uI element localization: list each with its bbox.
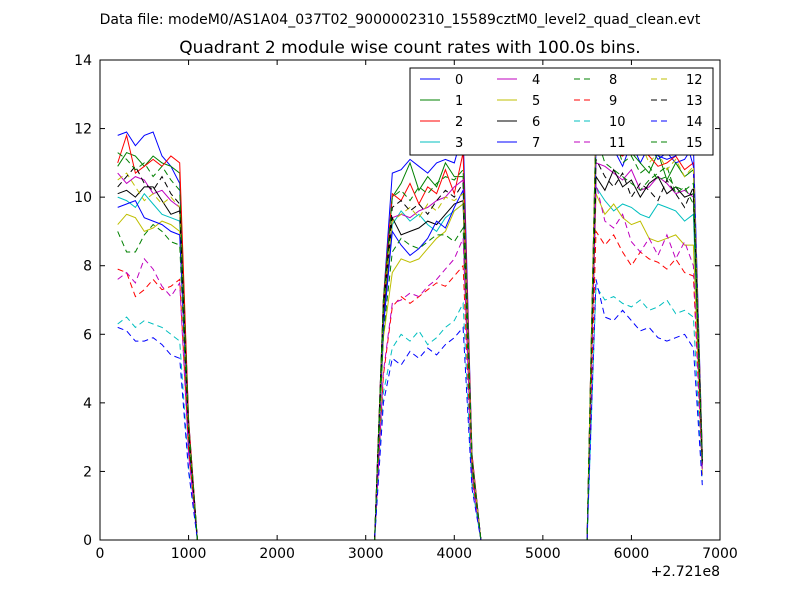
legend-label-7: 7 [532,136,540,151]
x-tick-label: 3000 [348,546,384,562]
series-line-11 [117,183,703,541]
legend-label-2: 2 [455,115,463,130]
y-tick-label: 14 [74,53,92,69]
legend-label-13: 13 [686,94,703,109]
x-offset-label: +2.721e8 [651,564,720,580]
x-tick-label: 5000 [525,546,561,562]
legend-label-8: 8 [609,73,617,88]
legend-label-14: 14 [686,115,703,130]
y-tick-label: 8 [83,259,92,275]
legend-label-9: 9 [609,94,617,109]
x-tick-label: 4000 [436,546,472,562]
legend-label-6: 6 [532,115,540,130]
legend-box [409,67,714,156]
y-tick-label: 2 [83,464,92,480]
legend-label-0: 0 [455,73,463,88]
y-tick-label: 4 [83,396,92,412]
y-tick-label: 6 [83,327,92,343]
legend-label-11: 11 [609,136,626,151]
legend-label-12: 12 [686,73,703,88]
figure-suptitle: Data file: modeM0/AS1A04_037T02_90000023… [100,12,701,28]
x-tick-label: 6000 [614,546,650,562]
legend-label-1: 1 [455,94,463,109]
legend-label-4: 4 [532,73,540,88]
chart-title: Quadrant 2 module wise count rates with … [179,38,640,58]
x-tick-label: 7000 [702,546,738,562]
x-tick-label: 1000 [171,546,207,562]
y-tick-label: 10 [74,190,92,206]
legend-label-3: 3 [455,136,463,151]
y-tick-label: 0 [83,533,92,549]
legend-label-5: 5 [532,94,540,109]
legend-label-10: 10 [609,115,626,130]
legend-label-15: 15 [686,136,703,151]
x-tick-label: 2000 [259,546,295,562]
axes-frame [99,59,721,541]
x-tick-label: 0 [96,546,105,562]
y-tick-label: 12 [74,122,92,138]
